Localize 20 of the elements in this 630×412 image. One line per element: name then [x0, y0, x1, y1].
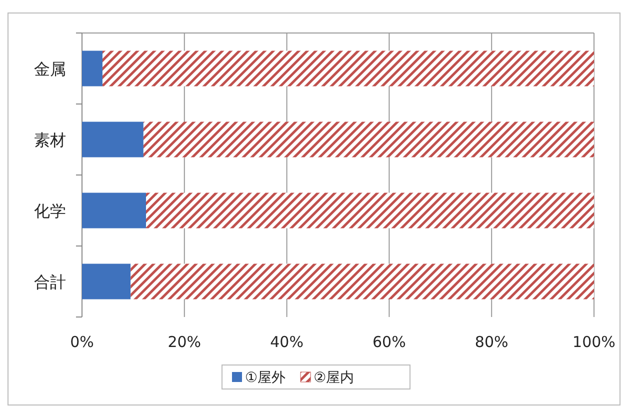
bar: [102, 50, 594, 86]
bar: [146, 192, 594, 228]
legend-label: ①屋外: [245, 370, 286, 386]
x-tick-label: 0%: [70, 333, 94, 351]
y-tick-label: 金属: [34, 60, 66, 78]
x-tick-label: 80%: [474, 333, 508, 351]
bar: [82, 192, 146, 228]
x-tick-label: 20%: [168, 333, 202, 351]
bar: [82, 264, 131, 300]
bar: [82, 50, 102, 86]
bar: [130, 264, 594, 300]
bar: [143, 122, 594, 158]
x-tick-label: 100%: [572, 333, 616, 351]
legend-label: ②屋内: [314, 370, 354, 386]
bar: [82, 122, 144, 158]
y-tick-label: 合計: [34, 272, 66, 292]
x-tick-label: 40%: [270, 333, 304, 351]
y-tick-label: 素材: [34, 130, 66, 150]
y-tick-label: 化学: [34, 202, 66, 220]
x-tick-label: 60%: [372, 333, 406, 351]
